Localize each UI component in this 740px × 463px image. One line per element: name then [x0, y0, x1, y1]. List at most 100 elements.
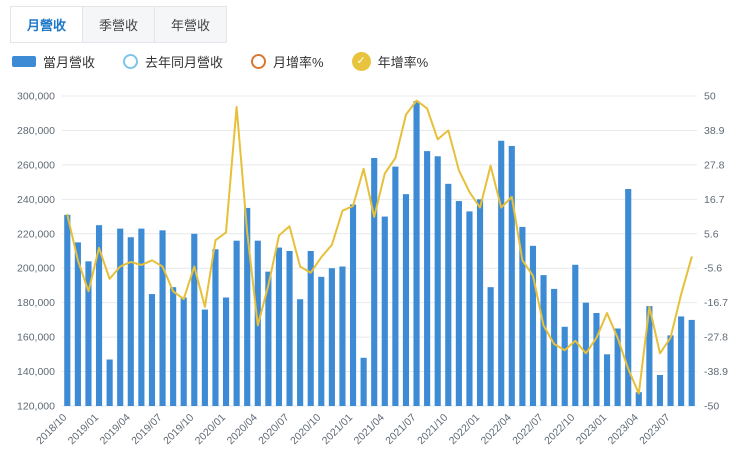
revenue-bar[interactable] [413, 101, 420, 407]
revenue-bar[interactable] [445, 183, 452, 406]
revenue-bar[interactable] [180, 297, 187, 407]
revenue-bar[interactable] [424, 151, 431, 406]
left-axis-tick-label: 140,000 [17, 366, 55, 378]
legend-item-yoy-growth[interactable]: ✓ 年增率% [351, 52, 429, 71]
revenue-bar[interactable] [64, 214, 71, 406]
revenue-bar[interactable] [349, 204, 357, 407]
right-axis-tick-label: 50 [704, 91, 716, 103]
revenue-bar[interactable] [551, 288, 558, 406]
revenue-bar[interactable] [233, 240, 240, 406]
legend-item-current-month-revenue[interactable]: 當月營收 [12, 52, 95, 71]
x-axis-tick-label: 2019/10 [161, 412, 196, 447]
x-axis-tick-label: 2022/01 [447, 412, 482, 447]
right-axis-tick-label: 38.9 [704, 125, 725, 137]
left-axis-tick-label: 300,000 [17, 91, 55, 103]
revenue-bar[interactable] [529, 245, 537, 406]
revenue-bar[interactable] [572, 264, 579, 406]
revenue-bar[interactable] [381, 216, 388, 406]
revenue-bar[interactable] [434, 156, 441, 406]
revenue-bar[interactable] [265, 271, 272, 406]
revenue-bar[interactable] [138, 228, 145, 406]
revenue-bar[interactable] [212, 249, 219, 406]
x-axis-tick-label: 2020/04 [225, 412, 260, 447]
revenue-bar[interactable] [170, 287, 177, 406]
revenue-bar[interactable] [498, 140, 505, 406]
yoy-growth-line [66, 99, 693, 395]
revenue-bar[interactable] [487, 287, 494, 406]
revenue-bar[interactable] [117, 228, 124, 406]
x-axis-tick-label: 2023/07 [637, 412, 672, 447]
revenue-bar[interactable] [127, 237, 134, 406]
revenue-bar[interactable] [593, 313, 600, 406]
x-axis-tick-label: 2023/04 [606, 412, 641, 447]
revenue-bar[interactable] [286, 251, 293, 406]
bars-group [64, 101, 695, 407]
revenue-bar[interactable] [667, 335, 674, 406]
revenue-bar[interactable] [297, 299, 304, 406]
revenue-bar[interactable] [508, 145, 515, 406]
revenue-bar[interactable] [191, 233, 198, 406]
revenue-bar[interactable] [318, 276, 325, 406]
revenue-bar[interactable] [307, 251, 314, 406]
x-axis-tick-label: 2019/01 [66, 412, 101, 447]
revenue-bar[interactable] [688, 319, 695, 406]
revenue-bar[interactable] [328, 268, 335, 406]
revenue-bar[interactable] [222, 297, 230, 407]
revenue-bar[interactable] [392, 166, 399, 406]
revenue-bar[interactable] [95, 225, 103, 406]
revenue-bar[interactable] [582, 302, 589, 406]
revenue-bar[interactable] [244, 207, 251, 406]
right-axis-tick-label: 27.8 [704, 159, 725, 171]
left-axis-tick-label: 240,000 [17, 194, 55, 206]
left-axis-tick-label: 180,000 [17, 297, 55, 309]
legend: 當月營收 去年同月營收 月增率% ✓ 年增率% [12, 52, 428, 71]
tab-yearly-revenue[interactable]: 年營收 [155, 6, 228, 43]
revenue-bar[interactable] [625, 189, 632, 406]
revenue-bar[interactable] [201, 309, 208, 406]
revenue-bar[interactable] [519, 226, 526, 406]
revenue-bar[interactable] [646, 306, 653, 406]
tab-monthly-revenue[interactable]: 月營收 [10, 6, 84, 43]
revenue-bar[interactable] [371, 158, 378, 406]
left-axis-tick-label: 120,000 [17, 401, 55, 413]
bar-series-icon [12, 56, 36, 67]
right-axis-tick-label: -16.7 [704, 297, 728, 309]
revenue-bar[interactable] [148, 294, 156, 406]
x-axis-tick-label: 2022/10 [542, 412, 577, 447]
revenue-bar[interactable] [656, 375, 664, 406]
revenue-bar[interactable] [360, 357, 367, 406]
revenue-bar[interactable] [466, 211, 473, 406]
right-axis-tick-label: -38.9 [704, 366, 728, 378]
revenue-bar[interactable] [603, 354, 611, 406]
revenue-bar[interactable] [402, 194, 410, 406]
x-axis-tick-label: 2019/04 [98, 412, 133, 447]
right-axis-tick-label: 5.6 [704, 228, 719, 240]
revenue-bar[interactable] [678, 316, 685, 406]
revenue-bar[interactable] [106, 359, 113, 407]
revenue-bar[interactable] [540, 275, 547, 406]
revenue-bar[interactable] [614, 328, 621, 407]
revenue-bar[interactable] [561, 326, 568, 406]
revenue-bar[interactable] [85, 261, 92, 406]
x-axis-tick-label: 2019/07 [129, 412, 164, 447]
revenue-bar[interactable] [74, 242, 81, 406]
right-axis-tick-label: -50 [704, 401, 719, 413]
right-axis-tick-label: 16.7 [704, 194, 725, 206]
x-axis-tick-label: 2021/10 [415, 412, 450, 447]
tab-bar: 月營收 季營收 年營收 [10, 6, 228, 43]
unchecked-circle-icon [123, 54, 139, 69]
revenue-bar[interactable] [635, 392, 642, 406]
x-axis-tick-label: 2020/07 [256, 412, 291, 447]
legend-item-last-year-same-month-revenue[interactable]: 去年同月營收 [123, 52, 223, 71]
legend-item-mom-growth[interactable]: 月增率% [251, 52, 324, 71]
revenue-bar[interactable] [476, 199, 484, 406]
tab-quarterly-revenue[interactable]: 季營收 [83, 6, 156, 43]
revenue-bar[interactable] [339, 266, 346, 407]
revenue-bar[interactable] [275, 247, 283, 406]
revenue-bar[interactable] [159, 230, 166, 406]
revenue-bar[interactable] [455, 201, 462, 406]
x-axis-tick-label: 2021/07 [383, 412, 418, 447]
revenue-chart: 300,000 50 280,000 38.9 260,000 27.8 240,000 16… [0, 84, 740, 459]
legend-label: 年增率% [377, 55, 429, 70]
